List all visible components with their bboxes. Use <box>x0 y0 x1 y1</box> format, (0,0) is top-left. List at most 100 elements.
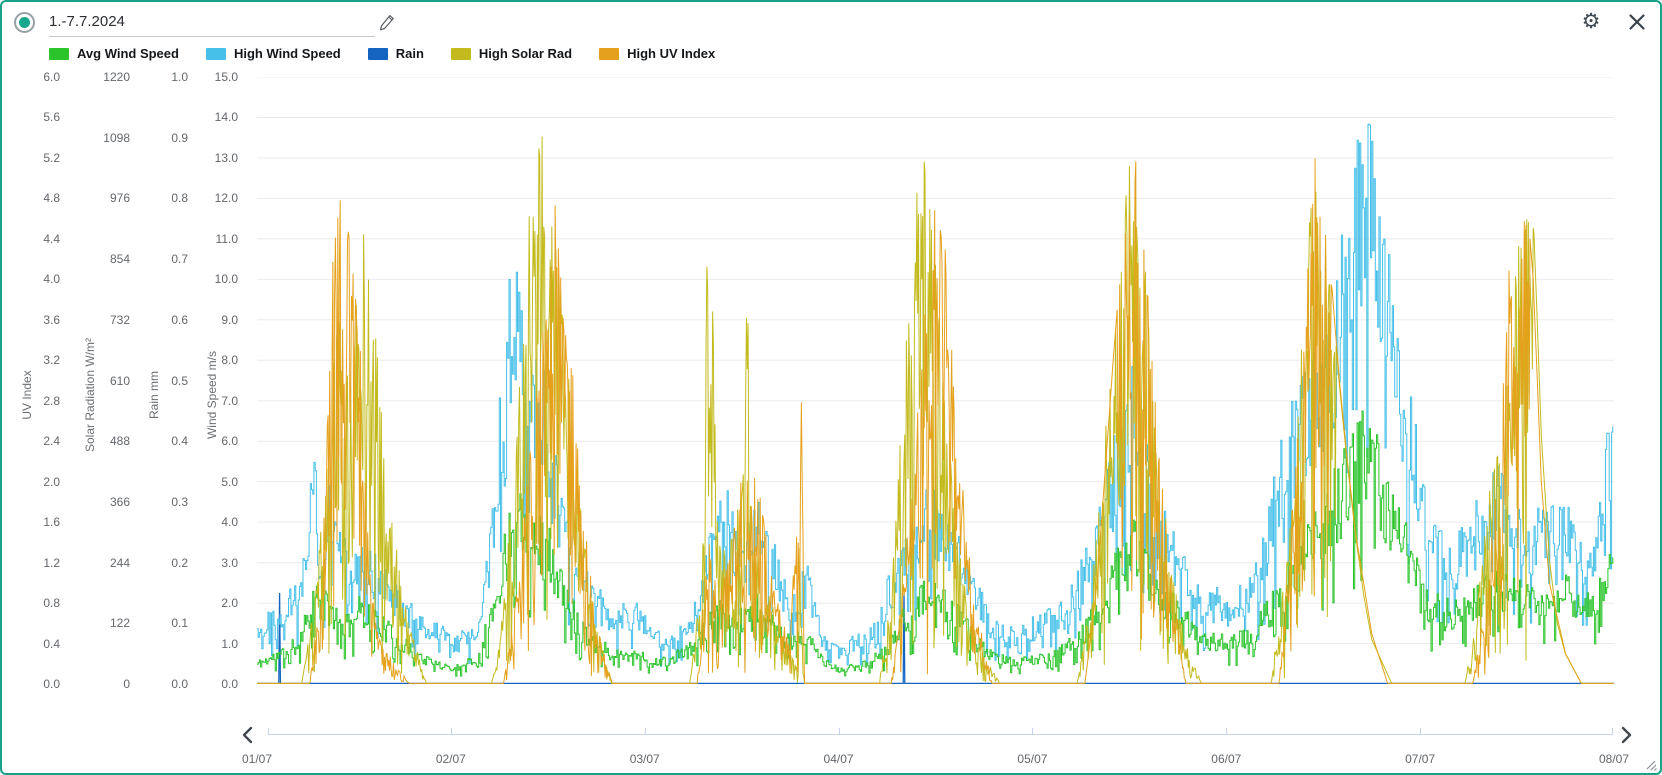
y-tick-rain: 0.0 <box>171 677 188 691</box>
pan-track-tick <box>451 728 452 735</box>
legend-item-high-solar-rad[interactable]: High Solar Rad <box>450 46 573 61</box>
legend-swatch <box>49 47 69 60</box>
legend-swatch <box>205 47 226 60</box>
period-input[interactable]: 1.-7.7.2024 <box>49 10 375 37</box>
x-tick-label: 04/07 <box>823 752 854 766</box>
y-tick-wind: 15.0 <box>214 70 238 84</box>
y-tick-wind: 7.0 <box>221 393 238 408</box>
y-tick-wind: 10.0 <box>214 272 238 287</box>
y-tick-wind: 4.0 <box>221 515 238 530</box>
y-tick-rain: 0.2 <box>171 555 188 570</box>
legend-swatch <box>367 47 388 60</box>
y-tick-uv: 2.4 <box>43 434 60 449</box>
pan-left-icon[interactable] <box>240 726 256 744</box>
y-tick-solar: 244 <box>109 555 130 570</box>
legend-label: High Wind Speed <box>233 46 341 61</box>
y-tick-solar: 1220 <box>103 70 130 84</box>
y-tick-uv: 4.0 <box>43 272 60 287</box>
legend-label: High UV Index <box>627 46 716 61</box>
series-rain <box>257 592 1614 685</box>
y-tick-wind: 9.0 <box>221 312 238 327</box>
y-tick-uv: 5.2 <box>43 150 60 165</box>
pan-right-icon[interactable] <box>1618 726 1634 744</box>
legend-item-high-wind-speed[interactable]: High Wind Speed <box>205 46 341 61</box>
y-tick-rain: 0.8 <box>171 191 188 206</box>
y-tick-uv: 0.0 <box>43 677 60 691</box>
x-tick-label: 06/07 <box>1211 752 1242 766</box>
y-tick-uv: 3.6 <box>43 312 60 327</box>
y-tick-rain: 0.1 <box>171 616 188 631</box>
y-tick-solar: 976 <box>109 191 130 206</box>
pan-track-tick <box>1032 728 1033 735</box>
settings-gear-icon[interactable]: ⚙ <box>1581 9 1601 33</box>
y-tick-uv: 5.6 <box>43 110 60 125</box>
pan-track-tick <box>268 728 269 735</box>
legend-label: High Solar Rad <box>478 46 573 61</box>
pan-track[interactable] <box>268 734 1613 735</box>
y-tick-uv: 0.8 <box>43 596 60 611</box>
y-tick-solar: 732 <box>109 312 130 327</box>
y-tick-rain: 0.5 <box>171 373 188 388</box>
y-tick-wind: 14.0 <box>214 110 238 125</box>
y-tick-rain: 0.9 <box>171 130 188 145</box>
y-tick-rain: 0.4 <box>171 434 188 449</box>
pan-track-tick <box>1420 728 1421 735</box>
y-tick-solar: 610 <box>109 373 130 388</box>
legend-label: Avg Wind Speed <box>77 46 179 61</box>
x-tick-label: 07/07 <box>1405 752 1436 766</box>
x-tick-label: 02/07 <box>435 752 466 766</box>
close-icon[interactable] <box>1628 13 1646 31</box>
y-tick-uv: 3.2 <box>43 353 60 368</box>
y-tick-wind: 0.0 <box>221 677 238 691</box>
y-tick-wind: 12.0 <box>214 191 238 206</box>
y-tick-wind: 8.0 <box>221 353 238 368</box>
y-tick-wind: 13.0 <box>214 150 238 165</box>
resize-handle-icon[interactable] <box>1644 758 1657 771</box>
y-tick-uv: 2.8 <box>43 393 60 408</box>
y-tick-rain: 1.0 <box>171 70 188 84</box>
y-tick-solar: 122 <box>109 616 130 631</box>
y-tick-rain: 0.3 <box>171 494 188 509</box>
pan-track-tick <box>839 728 840 735</box>
x-tick-label: 08/07 <box>1598 752 1630 766</box>
x-tick-label: 03/07 <box>629 752 660 766</box>
pan-track-tick <box>1612 728 1613 735</box>
x-tick-label: 05/07 <box>1017 752 1048 766</box>
y-tick-solar: 854 <box>109 252 130 267</box>
chart-legend: Avg Wind Speed High Wind Speed Rain High So… <box>49 46 715 61</box>
y-tick-uv: 6.0 <box>43 70 60 84</box>
legend-swatch <box>450 47 471 60</box>
series-high-wind-speed <box>257 123 1614 667</box>
radio-dot <box>19 17 30 28</box>
plot-svg <box>257 76 1614 685</box>
legend-item-avg-wind-speed[interactable]: Avg Wind Speed <box>49 46 179 61</box>
selected-radio-icon[interactable] <box>14 12 35 33</box>
x-tick-label: 01/07 <box>241 752 273 766</box>
y-tick-rain: 0.7 <box>171 252 188 267</box>
y-tick-wind: 2.0 <box>221 596 238 611</box>
y-tick-solar: 488 <box>109 434 130 449</box>
pan-track-tick <box>1226 728 1227 735</box>
series-high-uv-index <box>257 158 1614 684</box>
y-tick-uv: 2.0 <box>43 474 60 489</box>
plot-area[interactable] <box>257 76 1614 685</box>
legend-item-high-uv-index[interactable]: High UV Index <box>599 46 715 61</box>
y-tick-wind: 5.0 <box>221 474 238 489</box>
y-tick-uv: 1.6 <box>43 515 60 530</box>
legend-item-rain[interactable]: Rain <box>367 46 424 61</box>
y-tick-uv: 4.8 <box>43 191 60 206</box>
y-tick-uv: 0.4 <box>43 636 60 651</box>
y-tick-wind: 11.0 <box>215 231 238 246</box>
legend-swatch <box>599 47 620 60</box>
y-tick-uv: 4.4 <box>43 231 60 246</box>
edit-pencil-icon[interactable] <box>378 13 396 31</box>
y-tick-solar: 0 <box>123 677 130 691</box>
pan-track-tick <box>645 728 646 735</box>
legend-label: Rain <box>395 46 424 61</box>
y-tick-wind: 6.0 <box>221 434 238 449</box>
y-tick-wind: 3.0 <box>221 555 238 570</box>
y-tick-wind: 1.0 <box>221 636 238 651</box>
y-tick-solar: 1098 <box>103 130 130 145</box>
series-avg-wind-speed <box>257 410 1614 677</box>
